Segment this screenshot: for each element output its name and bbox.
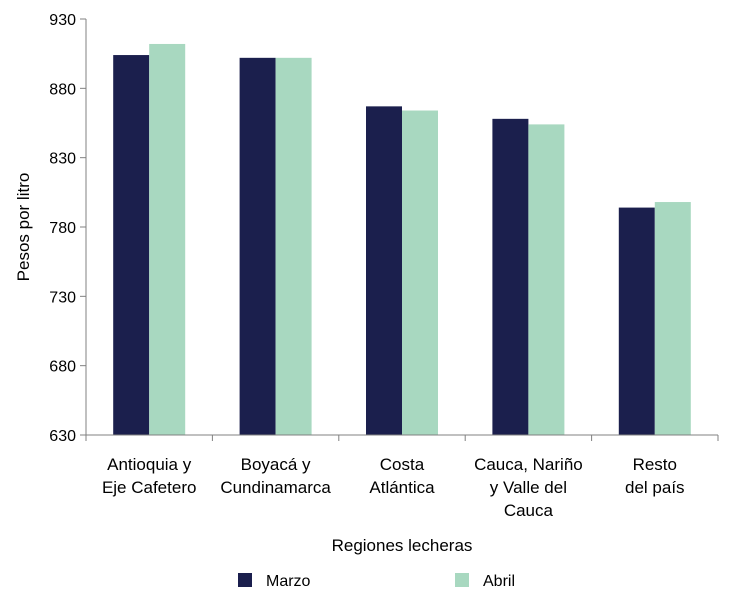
bar-abril <box>149 43 186 436</box>
legend: Marzo Abril <box>238 573 515 590</box>
bar-marzo <box>618 207 655 435</box>
y-tick-label: 880 <box>49 81 76 98</box>
x-tick-label: Resto <box>633 455 677 474</box>
bars <box>113 43 691 436</box>
y-tick-label: 780 <box>49 220 76 237</box>
x-tick-label: Boyacá y <box>241 455 311 474</box>
x-tick-label: del país <box>625 478 685 497</box>
x-tick-label: y Valle del <box>490 478 567 497</box>
legend-label-marzo: Marzo <box>266 573 311 590</box>
legend-swatch-marzo <box>238 573 252 587</box>
x-tick-label: Costa <box>380 455 425 474</box>
x-tick-label: Cauca, Nariño <box>474 455 583 474</box>
x-tick-label: Cauca <box>504 501 554 520</box>
y-axis: 630 680 730 780 830 880 930 <box>49 12 86 445</box>
y-tick-label: 930 <box>49 12 76 29</box>
bar-abril <box>654 202 691 435</box>
bar-abril <box>528 124 565 436</box>
y-tick-label: 730 <box>49 289 76 306</box>
y-tick-label: 680 <box>49 359 76 376</box>
x-tick-label: Atlántica <box>369 478 435 497</box>
bar-marzo <box>239 57 276 436</box>
y-axis-title: Pesos por litro <box>14 173 33 282</box>
bar-abril <box>402 110 438 436</box>
legend-label-abril: Abril <box>483 573 515 590</box>
legend-swatch-abril <box>455 573 469 587</box>
x-tick-label: Antioquia y <box>107 455 192 474</box>
x-axis-title: Regiones lecheras <box>332 536 473 555</box>
bar-abril <box>275 57 312 436</box>
x-tick-label: Eje Cafetero <box>102 478 197 497</box>
x-axis: Antioquia y Eje Cafetero Boyacá y Cundinama… <box>85 435 719 520</box>
bar-marzo <box>113 55 150 435</box>
bar-marzo <box>366 106 402 436</box>
y-tick-label: 630 <box>49 428 76 445</box>
bar-marzo <box>492 118 529 435</box>
y-tick-label: 830 <box>49 151 76 168</box>
x-tick-label: Cundinamarca <box>220 478 331 497</box>
